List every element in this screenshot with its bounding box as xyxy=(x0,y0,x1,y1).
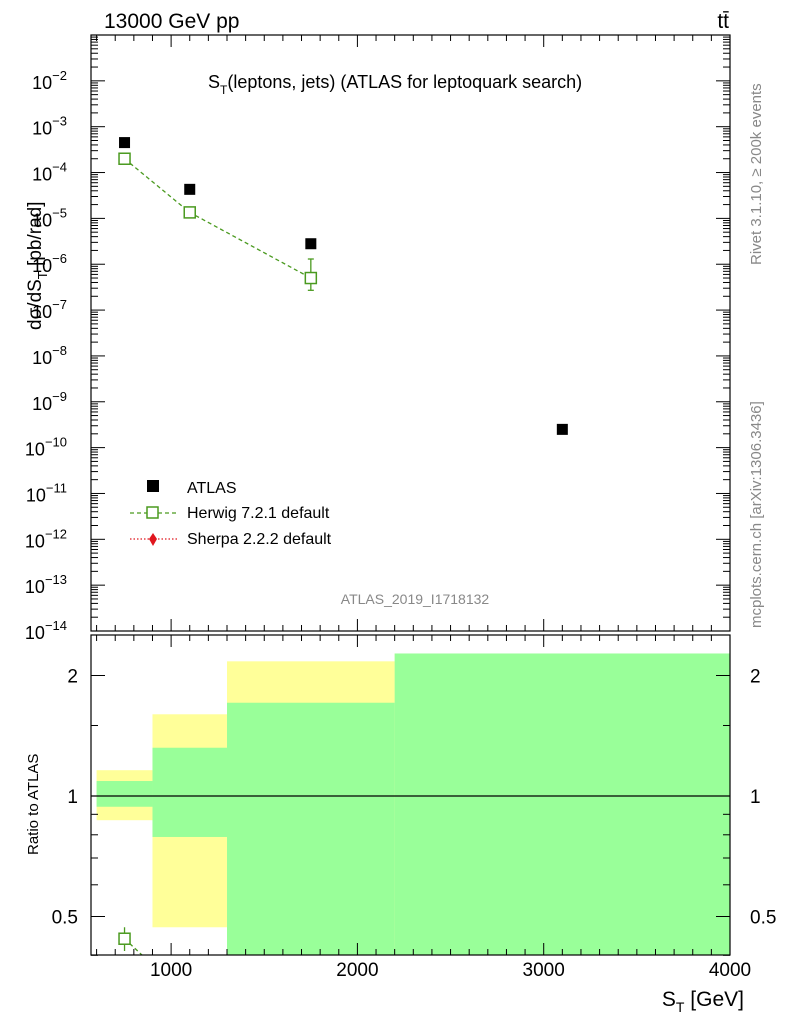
ratio-uncertainty-band-inner xyxy=(152,747,227,837)
herwig-line xyxy=(124,158,312,279)
main-y-tick-label: 10−2 xyxy=(32,68,67,93)
ratio-y-tick-label-left: 1 xyxy=(67,787,78,808)
main-y-tick-label: 10−6 xyxy=(32,251,67,276)
analysis-watermark: ATLAS_2019_I1718132 xyxy=(341,591,490,607)
atlas-point xyxy=(184,183,196,195)
main-y-tick-label: 10−11 xyxy=(26,480,67,505)
main-y-tick-label: 10−10 xyxy=(25,435,67,460)
main-y-tick-labels: 10−14 10−13 10−12 10−11 10−10 10−9 10−8 10−7 10−… xyxy=(25,68,67,643)
herwig-point xyxy=(183,206,196,219)
main-y-ticks xyxy=(91,35,731,632)
main-y-tick-label: 10−3 xyxy=(32,114,67,139)
main-y-tick-label: 10−12 xyxy=(25,526,67,551)
legend-label-atlas: ATLAS xyxy=(187,480,237,497)
herwig-ratio-point xyxy=(118,932,131,945)
rivet-label: Rivet 3.1.10, ≥ 200k events xyxy=(748,83,765,265)
main-y-tick-label: 10−14 xyxy=(25,618,67,643)
legend-marker-sherpa xyxy=(149,533,157,546)
process-label: tt̄ xyxy=(717,10,729,33)
ratio-uncertainty-band-inner xyxy=(96,781,153,807)
legend-label-sherpa: Sherpa 2.2.2 default xyxy=(187,531,332,548)
ratio-plot-frame xyxy=(90,634,731,956)
ratio-y-tick-label-left: 2 xyxy=(67,667,78,688)
legend-marker-atlas xyxy=(147,480,159,492)
atlas-point xyxy=(305,238,317,250)
x-tick-label: 4000 xyxy=(709,960,751,981)
x-tick-label: 1000 xyxy=(150,960,192,981)
herwig-point xyxy=(304,271,318,285)
ratio-y-tick-label-right: 1 xyxy=(750,787,761,808)
legend-marker-herwig xyxy=(146,506,159,519)
ratio-bands xyxy=(96,653,730,955)
plot-title: ST(leptons, jets) (ATLAS for leptoquark … xyxy=(208,72,582,97)
legend-label-herwig: Herwig 7.2.1 default xyxy=(187,505,330,522)
herwig-point xyxy=(118,152,131,165)
x-tick-label: 2000 xyxy=(336,960,378,981)
main-y-tick-label: 10−5 xyxy=(32,205,67,230)
ratio-tick-labels: 0.5 0.5 1 1 2 2 1000 2000 3000 4000 xyxy=(52,667,777,982)
ratio-y-axis-label: Ratio to ATLAS xyxy=(25,754,42,855)
main-y-tick-label: 10−13 xyxy=(25,572,67,597)
main-y-tick-label: 10−4 xyxy=(32,160,67,185)
ratio-y-tick-label-right: 0.5 xyxy=(750,908,776,929)
atlas-point xyxy=(556,423,568,435)
energy-label: 13000 GeV pp xyxy=(104,10,239,33)
ratio-y-tick-label-right: 2 xyxy=(750,667,761,688)
main-y-axis-label: dσ/dST [pb/rad] xyxy=(25,202,50,330)
mcplots-label: mcplots.cern.ch [arXiv:1306.3436] xyxy=(748,401,765,628)
main-plot-frame xyxy=(90,34,731,632)
x-axis-label: ST [GeV] xyxy=(662,988,744,1015)
ratio-series xyxy=(118,927,143,956)
atlas-point xyxy=(119,137,131,149)
ratio-ticks xyxy=(91,635,731,956)
main-plot: 10−14 10−13 10−12 10−11 10−10 10−9 10−8 10−7 10−… xyxy=(25,34,731,643)
ratio-plot: 0.5 0.5 1 1 2 2 1000 2000 3000 4000 Ratio to ATLA… xyxy=(25,634,777,1015)
x-tick-label: 3000 xyxy=(523,960,565,981)
main-y-tick-label: 10−7 xyxy=(32,297,67,322)
main-y-tick-label: 10−9 xyxy=(32,389,67,414)
main-y-tick-label: 10−8 xyxy=(32,343,67,368)
ratio-uncertainty-band-inner xyxy=(394,653,730,955)
ratio-uncertainty-band-inner xyxy=(226,702,395,955)
main-series xyxy=(118,137,568,435)
legend: ATLAS Herwig 7.2.1 default Sherpa 2.2.2 … xyxy=(130,480,332,548)
ratio-y-tick-label-left: 0.5 xyxy=(52,908,78,929)
